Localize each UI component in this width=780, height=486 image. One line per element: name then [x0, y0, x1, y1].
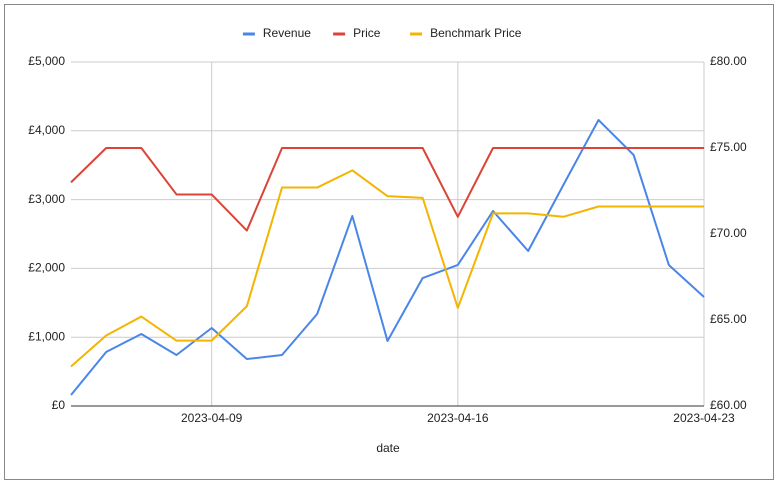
series-line: [70, 118, 705, 396]
x-axis-title: date: [376, 441, 400, 455]
y2-tick-label: £60.00: [710, 398, 747, 412]
y2-tick-label: £75.00: [710, 140, 747, 154]
y-tick-label: £0: [52, 398, 66, 412]
legend-label: Benchmark Price: [430, 26, 522, 40]
y-tick-label: £4,000: [28, 123, 65, 137]
y-tick-label: £1,000: [28, 329, 65, 343]
legend-label: Revenue: [263, 26, 311, 40]
y-tick-label: £3,000: [28, 192, 65, 206]
y2-tick-label: £70.00: [710, 226, 747, 240]
series-line: [70, 169, 704, 368]
y2-tick-label: £65.00: [710, 312, 747, 326]
x-tick-label: 2023-04-23: [673, 411, 735, 425]
legend-label: Price: [353, 26, 381, 40]
y-tick-label: £5,000: [28, 54, 65, 68]
y-tick-label: £2,000: [28, 261, 65, 275]
series-line: [70, 147, 704, 232]
x-tick-label: 2023-04-16: [427, 411, 489, 425]
y2-tick-label: £80.00: [710, 54, 747, 68]
x-tick-label: 2023-04-09: [181, 411, 243, 425]
chart-frame: [4, 4, 774, 480]
